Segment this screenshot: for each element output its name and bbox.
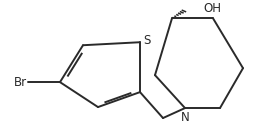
Text: N: N	[181, 111, 189, 124]
Text: S: S	[143, 34, 150, 47]
Text: OH: OH	[203, 2, 221, 15]
Text: Br: Br	[13, 76, 27, 89]
